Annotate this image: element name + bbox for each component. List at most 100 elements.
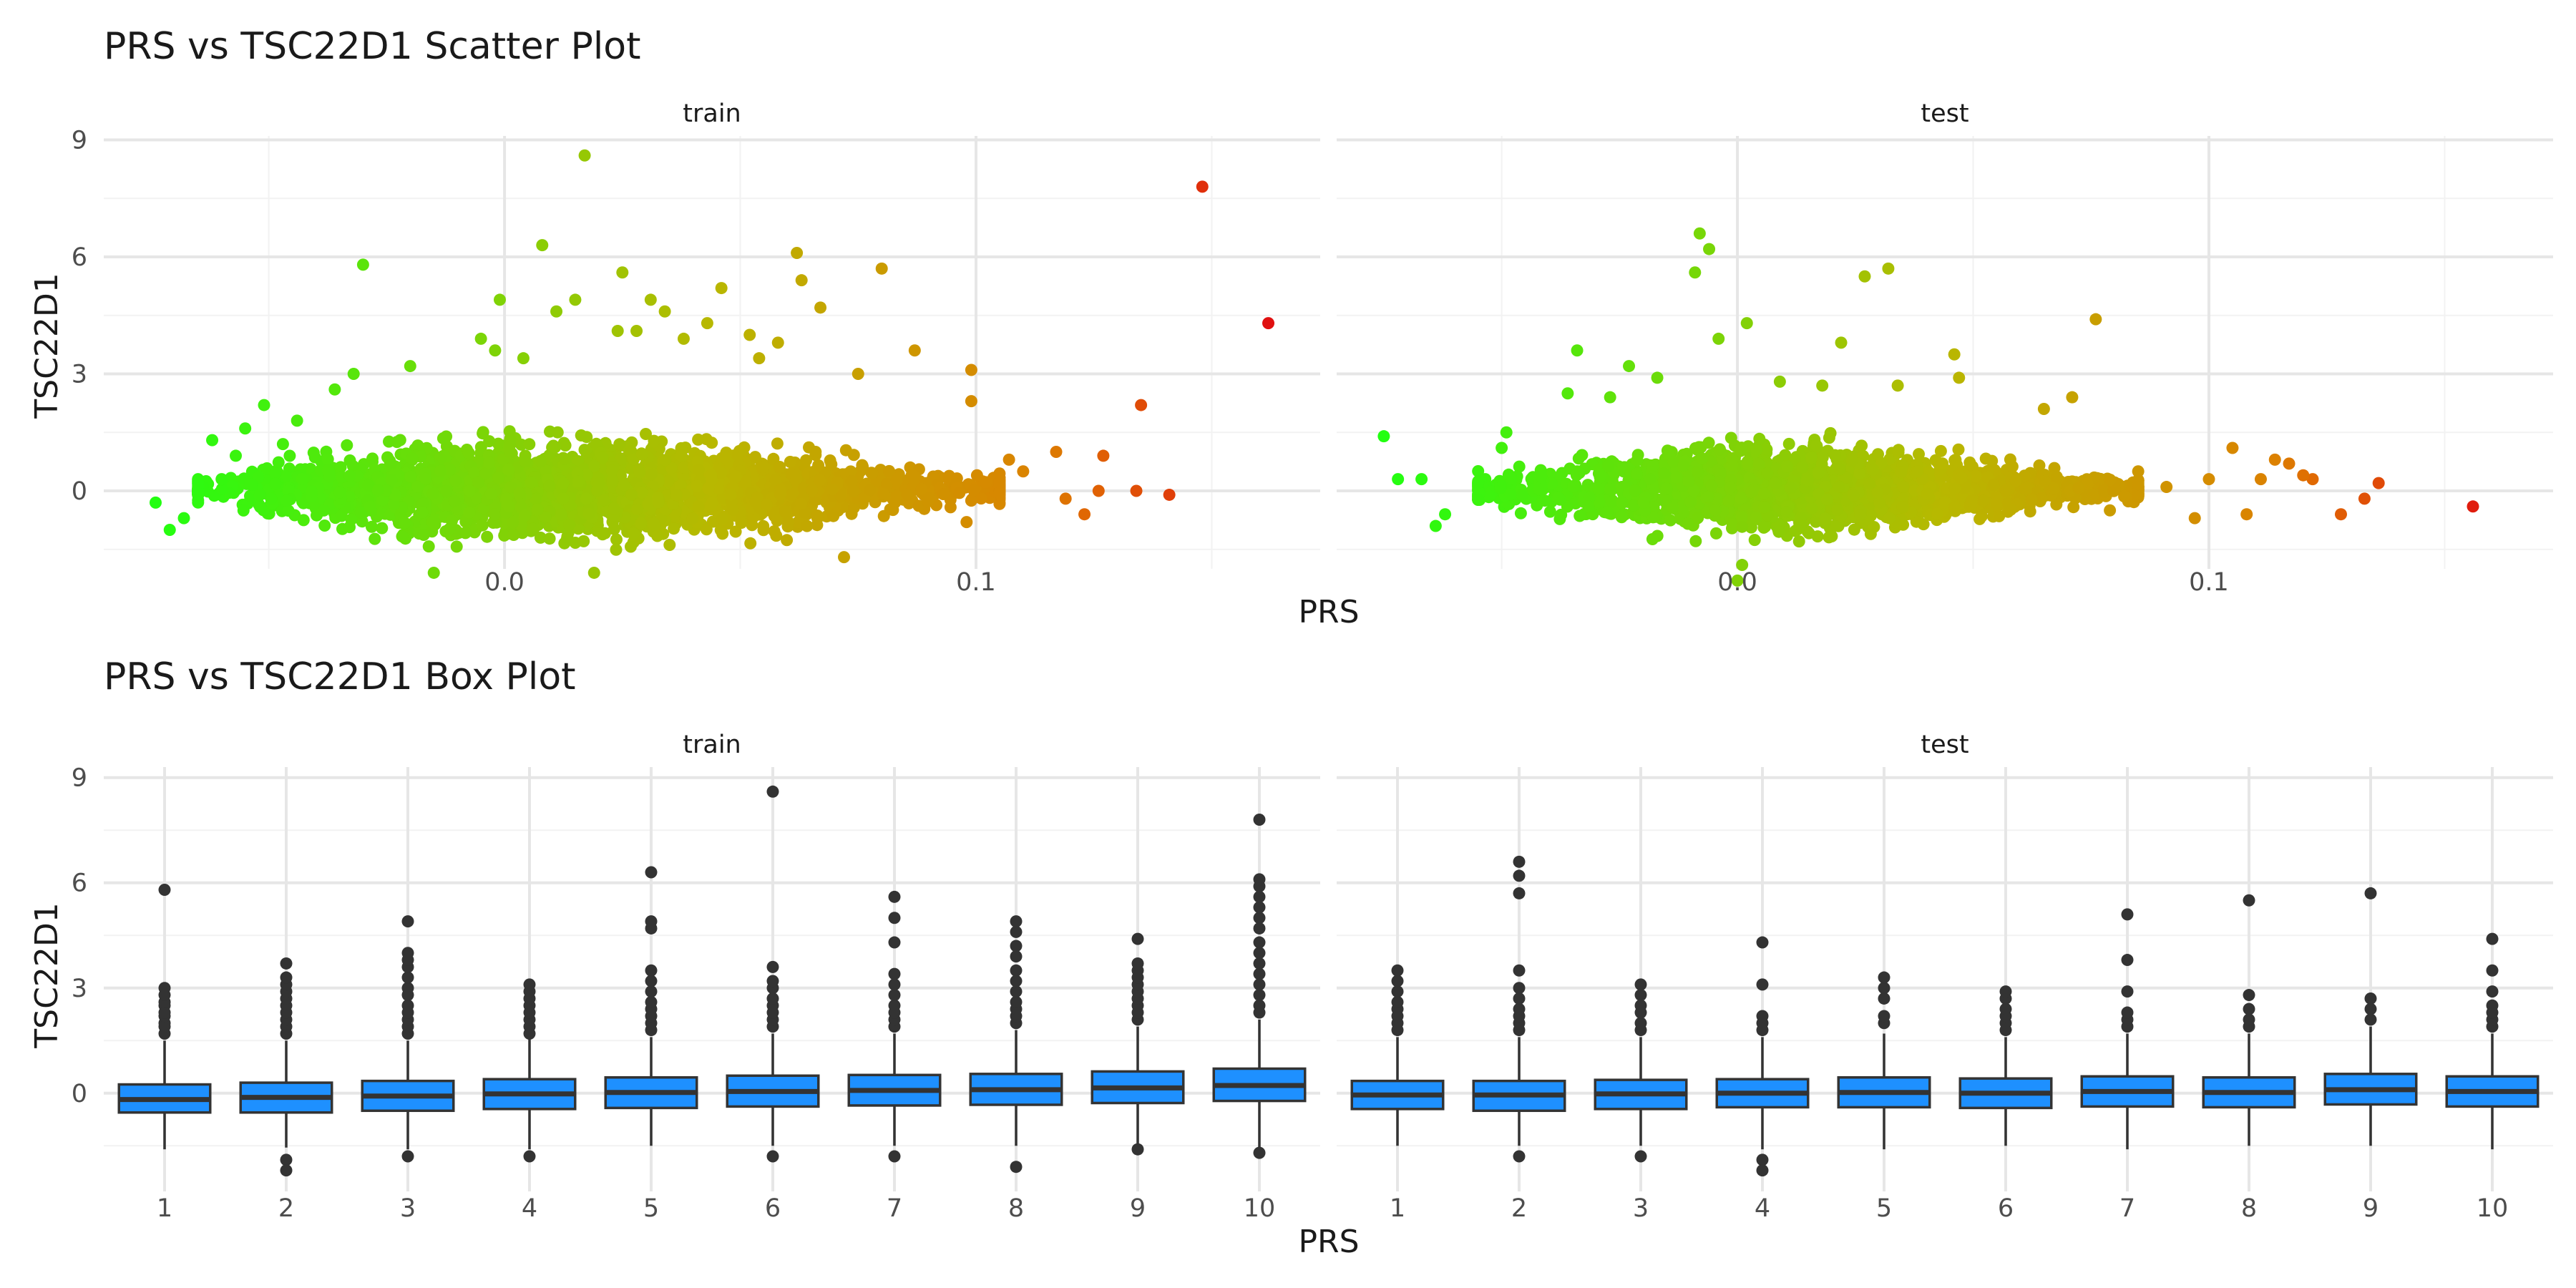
scatter-point — [354, 506, 367, 519]
box-outlier — [523, 978, 536, 991]
scatter-point — [1689, 266, 1702, 279]
scatter-point — [477, 426, 489, 439]
box-outlier — [1391, 975, 1404, 987]
scatter-point — [1969, 469, 1982, 482]
scatter-point — [760, 498, 773, 511]
scatter-point — [625, 488, 638, 501]
scatter-point — [507, 516, 519, 529]
scatter-point — [704, 499, 717, 512]
scatter-point — [1831, 504, 1844, 516]
scatter-point — [1658, 467, 1671, 480]
scatter-point — [1262, 317, 1275, 330]
scatter-point — [2467, 500, 2479, 513]
box-outlier — [888, 978, 901, 991]
x-tick-label: 10 — [1244, 1194, 1276, 1223]
scatter-point — [468, 467, 480, 479]
scatter-point — [809, 446, 822, 458]
scatter-point — [1761, 467, 1774, 479]
scatter-point — [1629, 484, 1641, 497]
scatter-point — [1863, 477, 1876, 490]
scatter-point — [291, 414, 303, 427]
scatter-point — [280, 494, 293, 507]
box-outlier — [1253, 989, 1266, 1002]
scatter-point — [937, 488, 950, 500]
scatter-title: PRS vs TSC22D1 Scatter Plot — [104, 25, 640, 68]
box-outlier — [1010, 975, 1023, 987]
scatter-point — [1602, 459, 1614, 472]
scatter-point — [1667, 456, 1680, 468]
scatter-point — [1895, 466, 1908, 479]
x-tick-label: 3 — [400, 1194, 416, 1223]
scatter-point — [1802, 474, 1815, 487]
scatter-point — [715, 282, 728, 295]
scatter-point — [488, 508, 501, 521]
scatter-point — [889, 496, 902, 509]
scatter-point — [419, 472, 432, 485]
box-outlier — [1513, 1150, 1526, 1163]
scatter-point — [915, 483, 928, 495]
scatter-point — [2297, 469, 2310, 482]
scatter-point — [1677, 459, 1689, 472]
box-outlier — [766, 785, 779, 798]
box-outlier — [2121, 985, 2134, 998]
scatter-point — [1059, 492, 1072, 505]
scatter-point — [1999, 484, 2012, 497]
scatter-point — [608, 502, 620, 514]
box-outlier — [1634, 1017, 1647, 1030]
scatter-point — [531, 503, 544, 516]
scatter-point — [729, 525, 742, 538]
scatter-point — [513, 487, 526, 499]
scatter-point — [389, 489, 402, 501]
scatter-point — [839, 444, 852, 457]
box-outlier — [888, 912, 901, 924]
scatter-point — [1660, 482, 1673, 495]
scatter-point — [1875, 457, 1888, 469]
scatter-point — [756, 461, 769, 474]
box-outlier — [1878, 971, 1890, 984]
scatter-point — [387, 497, 400, 510]
scatter-point — [781, 534, 794, 547]
scatter-point — [905, 469, 918, 482]
box-outlier — [1253, 890, 1266, 903]
scatter-point — [1439, 508, 1452, 521]
scatter-point — [1709, 504, 1722, 517]
box-outlier — [1756, 978, 1769, 991]
y-tick-label: 9 — [72, 764, 87, 793]
scatter-point — [663, 539, 676, 551]
box-outlier — [645, 985, 658, 998]
box-outlier — [1756, 1153, 1769, 1166]
box-outlier — [401, 947, 414, 960]
scatter-point — [582, 507, 595, 520]
box-outlier — [888, 1150, 901, 1163]
scatter-point — [630, 325, 643, 338]
scatter-point — [1854, 509, 1867, 522]
scatter-point — [993, 487, 1006, 499]
scatter-point — [827, 509, 840, 522]
scatter-point — [1867, 464, 1879, 477]
box-x-axis-label: PRS — [1298, 1224, 1359, 1260]
box-outlier — [1634, 999, 1647, 1012]
scatter-point — [847, 484, 860, 497]
scatter-point — [341, 439, 353, 452]
x-tick-label: 10 — [2477, 1194, 2509, 1223]
scatter-point — [551, 426, 564, 439]
box-outlier — [523, 1150, 536, 1163]
scatter-point — [426, 487, 439, 500]
scatter-point — [825, 458, 838, 471]
box-outlier — [1756, 1010, 1769, 1023]
box-outlier — [1391, 985, 1404, 998]
scatter-point — [608, 522, 620, 535]
scatter-point — [1977, 494, 1989, 507]
scatter-point — [605, 464, 618, 477]
scatter-point — [729, 470, 742, 483]
scatter-point — [635, 448, 648, 461]
x-tick-label: 8 — [1008, 1194, 1024, 1223]
scatter-point — [635, 486, 648, 499]
scatter-point — [875, 262, 888, 275]
scatter-point — [1702, 490, 1714, 503]
box-outlier — [1253, 814, 1266, 826]
scatter-point — [519, 455, 532, 468]
scatter-point — [1792, 535, 1805, 548]
scatter-point — [1871, 486, 1884, 499]
scatter-point — [975, 492, 987, 505]
